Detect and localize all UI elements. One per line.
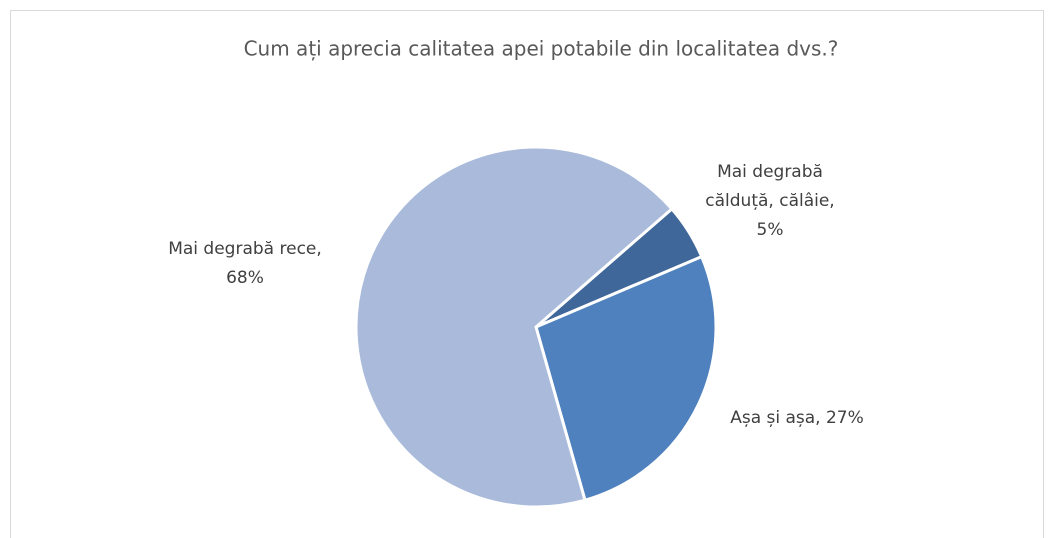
- chart-border: [10, 10, 1044, 538]
- data-label: 5%: [757, 220, 784, 240]
- pie-slice: [534, 254, 718, 503]
- data-label: Mai degrabă: [717, 162, 823, 182]
- data-label: călduță, călâie,: [705, 191, 834, 211]
- data-label: Așa și așa, 27%: [730, 408, 864, 428]
- data-label: Mai degrabă rece,: [168, 239, 322, 259]
- data-label: 68%: [226, 268, 264, 288]
- pie-slice: [354, 145, 674, 509]
- chart-title: Cum ați aprecia calitatea apei potabile …: [244, 37, 839, 61]
